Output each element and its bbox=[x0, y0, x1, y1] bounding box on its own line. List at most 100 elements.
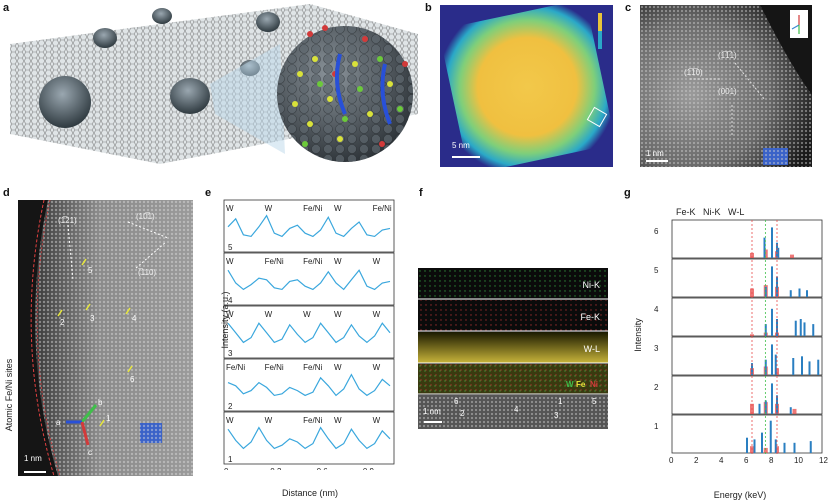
g-xtick-label: 4 bbox=[719, 456, 724, 465]
panel-e-xlabel: Distance (nm) bbox=[281, 488, 338, 498]
site-label-6: 6 bbox=[130, 375, 135, 384]
spectrum-bar-red bbox=[790, 254, 794, 258]
spectrum-bar-blue bbox=[771, 266, 773, 297]
profile-line-3 bbox=[227, 322, 391, 344]
profile-index-1: 1 bbox=[228, 455, 233, 464]
map-label-fe: Fe-K bbox=[580, 312, 600, 322]
spectrum-frame-5 bbox=[671, 258, 823, 298]
spectrum-bar-blue bbox=[764, 400, 767, 414]
panel-b-map: 5 nm bbox=[440, 5, 613, 167]
peak-annotation: W bbox=[334, 363, 342, 372]
f-site-1: 1 bbox=[558, 397, 563, 406]
spectrum-bar-blue bbox=[764, 286, 767, 297]
spectrum-bar-blue bbox=[798, 288, 801, 297]
g-xtick-label: 8 bbox=[769, 456, 774, 465]
peak-annotation: W bbox=[226, 310, 234, 319]
panel-d-stem: (1̅21) (10̅1) (̅110) 1 2 3 4 5 6 a b c 1… bbox=[18, 200, 193, 476]
spectrum-bar-red bbox=[775, 368, 779, 375]
spectrum-bar-blue bbox=[763, 237, 766, 258]
peak-annotation: Fe/Ni bbox=[265, 363, 284, 372]
panel-f-eds-maps: Ni-K Fe-K W-L W Fe Ni 1 2 3 4 5 6 1 nm bbox=[418, 268, 608, 429]
peak-label-fe: Fe-K bbox=[676, 207, 696, 217]
peak-annotation: W bbox=[373, 363, 381, 372]
panel-b-scale: 5 nm bbox=[452, 141, 470, 150]
eds-map-stack bbox=[418, 268, 608, 429]
panel-c-label: c bbox=[625, 2, 632, 14]
dir-label-d-110: (̅110) bbox=[138, 268, 157, 277]
spectrum-bar-blue bbox=[771, 383, 773, 414]
peak-annotation: W bbox=[334, 310, 342, 319]
profile-line-1 bbox=[227, 426, 391, 450]
profile-frame-3 bbox=[223, 305, 395, 359]
spectrum-bar-blue bbox=[776, 319, 778, 336]
panel-d-label: d bbox=[3, 187, 10, 199]
graphene-nanoparticle-illustration bbox=[10, 4, 418, 164]
spectrum-frame-6 bbox=[671, 219, 823, 259]
peak-annotation: Fe/Ni bbox=[303, 416, 322, 425]
spectrum-bar-red bbox=[750, 252, 754, 258]
e-xtick-label: 0.3 bbox=[270, 467, 282, 470]
g-xtick-label: 10 bbox=[794, 456, 803, 465]
e-xtick-label: 0.9 bbox=[363, 467, 375, 470]
spectrum-frame-3 bbox=[671, 336, 823, 376]
stem-image-d bbox=[24, 200, 193, 476]
peak-annotation: W bbox=[334, 204, 342, 213]
panel-f-scale: 1 nm bbox=[423, 407, 441, 416]
site-label-5: 5 bbox=[88, 266, 93, 275]
spectrum-bar-blue bbox=[801, 356, 803, 375]
spectrum-bar-blue bbox=[777, 247, 780, 258]
spectrum-bar-blue bbox=[771, 308, 773, 336]
peak-annotation: W bbox=[226, 416, 234, 425]
spectrum-index-1: 1 bbox=[654, 422, 659, 431]
panel-g-ylabel: Intensity bbox=[633, 318, 643, 352]
site-label-1: 1 bbox=[106, 414, 111, 423]
spectrum-bar-blue bbox=[774, 354, 777, 375]
spectrum-bar-blue bbox=[792, 358, 795, 375]
spectrum-bar-blue bbox=[794, 320, 797, 336]
f-site-5: 5 bbox=[592, 397, 597, 406]
peak-annotation: W bbox=[334, 257, 342, 266]
site-label-2: 2 bbox=[60, 318, 65, 327]
spectrum-bar-blue bbox=[771, 227, 773, 258]
g-xtick-label: 12 bbox=[819, 456, 828, 465]
spectrum-bar-blue bbox=[761, 432, 763, 453]
panel-e-label: e bbox=[205, 187, 212, 199]
profile-index-3: 3 bbox=[228, 349, 233, 358]
peak-annotation: W bbox=[373, 416, 381, 425]
panel-a-illustration bbox=[10, 4, 418, 164]
peak-annotation: W bbox=[265, 204, 273, 213]
e-xtick-label: 0 bbox=[224, 467, 229, 470]
arrow-label-b: b bbox=[98, 398, 103, 407]
dir-label-c-111: (1̅1̅1) bbox=[718, 51, 737, 60]
panel-g-chart: 6 5 4 3 2 1 0 2 4 6 8 10 12 bbox=[650, 218, 828, 486]
spectrum-bar-blue bbox=[793, 442, 796, 453]
peak-annotation: Fe/Ni bbox=[373, 204, 392, 213]
peak-annotation: W bbox=[334, 416, 342, 425]
site-label-3: 3 bbox=[90, 314, 95, 323]
peak-label-ni: Ni-K bbox=[703, 207, 721, 217]
e-xtick-label: 0.6 bbox=[317, 467, 329, 470]
spectrum-index-3: 3 bbox=[654, 344, 659, 353]
spectrum-frame-4 bbox=[671, 297, 823, 337]
profile-index-5: 5 bbox=[228, 243, 233, 252]
atomic-sites-label: Atomic Fe/Ni sites bbox=[4, 358, 14, 432]
spectrum-bar-blue bbox=[789, 290, 792, 297]
site-label-4: 4 bbox=[132, 314, 137, 323]
spectrum-frame-2 bbox=[671, 375, 823, 415]
f-site-2: 2 bbox=[460, 409, 465, 418]
g-xtick-label: 6 bbox=[744, 456, 749, 465]
spectrum-index-4: 4 bbox=[654, 305, 659, 314]
peak-annotation: Fe/Ni bbox=[226, 363, 245, 372]
peak-annotation: W bbox=[265, 310, 273, 319]
peak-annotation: Fe/Ni bbox=[303, 257, 322, 266]
intensity-map bbox=[442, 5, 612, 167]
spectrum-bar-blue bbox=[806, 290, 808, 297]
dir-label-c-110: (1̅1̅0) bbox=[684, 68, 703, 77]
dir-label-d-121: (1̅21) bbox=[58, 216, 77, 225]
profile-frame-5 bbox=[223, 199, 395, 253]
spectrum-bar-blue bbox=[746, 437, 748, 453]
profile-line-5 bbox=[227, 214, 391, 238]
spectrum-bar-blue bbox=[764, 359, 767, 375]
profile-frame-1 bbox=[223, 411, 395, 465]
